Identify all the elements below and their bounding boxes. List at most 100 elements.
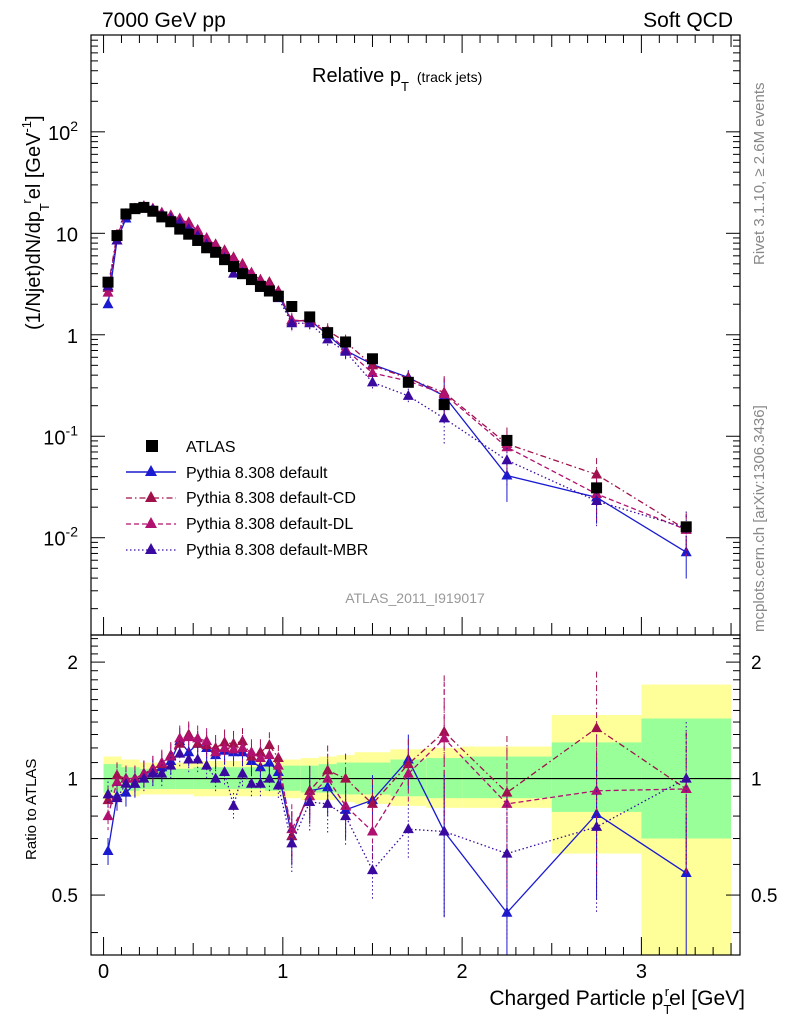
data-point-atlas	[591, 482, 603, 494]
ratio-point-mbr	[219, 765, 231, 776]
data-point-atlas	[147, 205, 159, 217]
data-point-dl	[183, 217, 195, 228]
ratio-point-mbr	[165, 759, 177, 770]
ratio-point-mbr	[591, 820, 603, 831]
data-point-mbr	[591, 495, 603, 506]
data-point-dl	[219, 245, 231, 256]
ratio-y-axis-label: Ratio to ATLAS	[23, 759, 40, 860]
ratio-point-mbr	[304, 795, 316, 806]
data-point-atlas	[366, 353, 378, 365]
ratio-point-mbr	[156, 767, 168, 778]
ratio-point-default	[254, 761, 266, 772]
ratio-point-mbr	[236, 767, 248, 778]
data-point-atlas	[236, 268, 248, 280]
ratio-point-mbr	[340, 810, 352, 821]
ratio-point-mbr	[438, 825, 450, 836]
header-process: Soft QCD	[643, 9, 733, 32]
data-point-atlas	[402, 376, 414, 388]
ratio-point-cd	[591, 722, 603, 733]
data-point-atlas	[340, 336, 352, 348]
rivet-version-text: Rivet 3.1.10, ≥ 2.6M events	[751, 83, 768, 266]
data-point-default	[680, 546, 692, 557]
ratio-point-mbr	[120, 777, 132, 788]
ratio-point-dl	[102, 810, 114, 821]
ratio-point-mbr	[129, 777, 141, 788]
ratio-point-dl	[263, 749, 275, 760]
legend-dl-label: Pythia 8.308 default-DL	[186, 516, 353, 533]
ratio-point-dl	[111, 775, 123, 786]
ratio-point-dl	[165, 750, 177, 761]
data-point-atlas	[304, 311, 316, 323]
x-tick-label: 2	[457, 961, 468, 983]
ratio-point-mbr	[245, 777, 257, 788]
data-point-atlas	[263, 285, 275, 297]
legend-cd-label: Pythia 8.308 default-CD	[186, 490, 356, 507]
ratio-point-mbr	[272, 779, 284, 790]
data-point-mbr	[340, 345, 352, 356]
ratio-y-tick-label-right: 2	[751, 653, 762, 674]
ratio-point-mbr	[210, 772, 222, 783]
ratio-point-mbr	[263, 772, 275, 783]
data-point-atlas	[201, 242, 213, 254]
watermark-label: ATLAS_2011_I919017	[345, 590, 485, 606]
ratio-point-default	[501, 906, 513, 917]
ratio-point-dl	[304, 790, 316, 801]
legend-default-marker	[145, 465, 157, 476]
data-point-cd	[591, 468, 603, 479]
main-y-axis-label: (1/Njet)dN/dpTrel [GeV-1]	[19, 115, 52, 330]
ratio-point-mbr	[402, 823, 414, 834]
ratio-plot-frame	[90, 634, 741, 956]
ratio-point-cd	[219, 736, 231, 747]
main-y-tick-label: 10	[56, 224, 78, 246]
data-point-dl	[236, 259, 248, 270]
ratio-point-mbr	[366, 864, 378, 875]
ratio-y-tick-label: 0.5	[52, 886, 78, 907]
data-point-atlas	[111, 230, 123, 242]
ratio-point-mbr	[102, 788, 114, 799]
ratio-point-dl	[245, 746, 257, 757]
data-point-dl	[102, 286, 114, 297]
data-point-atlas	[245, 274, 257, 286]
legend-cd-marker	[145, 491, 157, 502]
data-point-dl	[201, 231, 213, 242]
ratio-point-cd	[111, 769, 123, 780]
data-point-default	[501, 469, 513, 480]
legend-atlas: ATLAS	[146, 439, 236, 456]
data-point-mbr	[366, 376, 378, 387]
legend-atlas-label: ATLAS	[186, 439, 236, 456]
data-point-atlas	[192, 234, 204, 246]
ratio-point-dl	[201, 735, 213, 746]
legend: ATLAS Pythia 8.308 default Pythia 8.308 …	[126, 439, 368, 559]
data-point-atlas	[174, 223, 186, 235]
ratio-point-cd	[228, 737, 240, 748]
data-point-atlas	[165, 216, 177, 228]
header-beam: 7000 GeV pp	[102, 9, 226, 32]
legend-default: Pythia 8.308 default	[126, 465, 328, 482]
ratio-point-dl	[366, 825, 378, 836]
ratio-point-dl	[120, 772, 132, 783]
ratio-point-dl	[228, 743, 240, 754]
main-y-tick-label: 1	[67, 326, 78, 348]
data-point-atlas	[228, 261, 240, 273]
data-point-atlas	[102, 276, 114, 288]
ratio-y-tick-label: 1	[67, 770, 78, 791]
x-tick-label: 0	[98, 961, 109, 983]
legend-cd: Pythia 8.308 default-CD	[126, 490, 356, 507]
data-point-dl	[366, 367, 378, 378]
ratio-point-dl	[322, 772, 334, 783]
ratio-point-dl	[501, 797, 513, 808]
data-point-atlas	[138, 201, 150, 213]
ratio-point-mbr	[228, 799, 240, 810]
ratio-point-dl	[183, 731, 195, 742]
ratio-point-mbr	[254, 777, 266, 788]
data-point-mbr	[322, 333, 334, 344]
x-tick-label: 3	[636, 961, 647, 983]
data-point-mbr	[228, 267, 240, 278]
data-point-mbr	[501, 454, 513, 465]
data-point-dl	[501, 441, 513, 452]
data-point-mbr	[438, 412, 450, 423]
ratio-point-mbr	[183, 753, 195, 764]
ratio-point-mbr	[111, 792, 123, 803]
ratio-point-mbr	[501, 847, 513, 858]
data-point-atlas	[183, 228, 195, 240]
